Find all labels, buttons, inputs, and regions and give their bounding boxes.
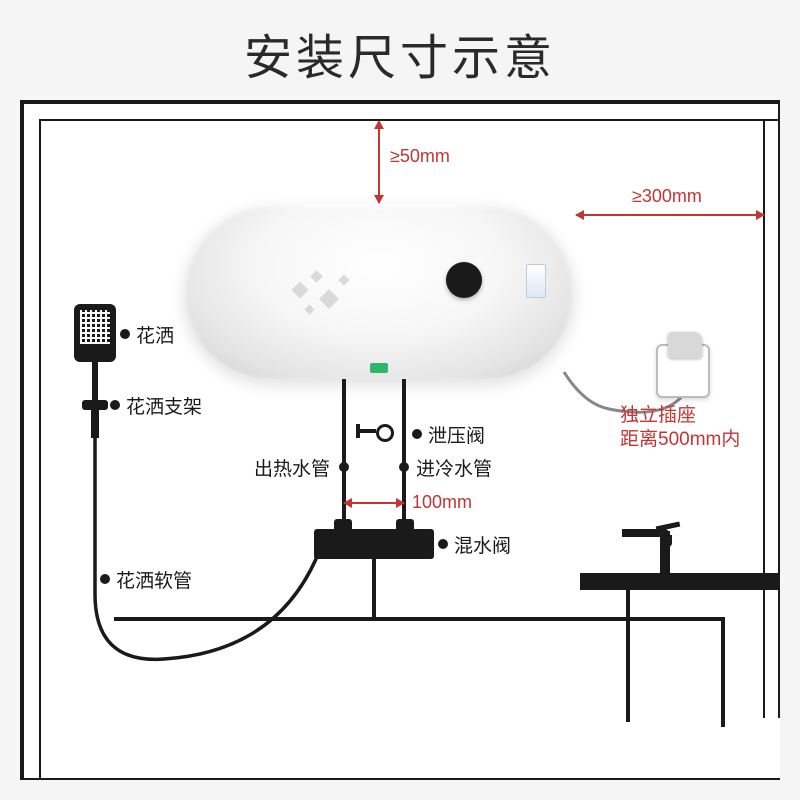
shower-head-icon: [74, 304, 116, 362]
dim-arrow-pipe-spacing: [344, 502, 404, 504]
page-title: 安装尺寸示意: [0, 0, 800, 88]
shower-stem: [92, 362, 98, 400]
dim-label-top-clearance: ≥50mm: [390, 146, 450, 167]
room-frame: ≥50mm ≥300mm 100mm: [20, 100, 780, 780]
water-heater: [184, 204, 574, 379]
relief-valve-handle-icon: [358, 429, 376, 433]
wall-inner-top: [39, 119, 780, 121]
dot-cold-pipe: [399, 462, 409, 472]
dot-relief-valve: [412, 429, 422, 439]
label-shower-hose: 花洒软管: [116, 566, 192, 593]
label-hot-pipe: 出热水管: [254, 454, 330, 481]
label-cold-pipe: 进冷水管: [416, 454, 492, 481]
dim-arrow-right: [576, 214, 764, 216]
shower-bracket-icon: [82, 400, 108, 410]
dot-shower-head: [120, 329, 130, 339]
heater-dial-icon: [446, 262, 482, 298]
energy-label-icon: [526, 264, 546, 298]
relief-valve-icon: [376, 424, 394, 442]
label-relief-valve: 泄压阀: [428, 421, 485, 448]
label-mix-valve: 混水阀: [454, 531, 511, 558]
dot-shower-hose: [100, 574, 110, 584]
dim-arrow-top: [378, 121, 380, 203]
mix-valve-icon: [314, 529, 434, 559]
label-shower-head: 花洒: [136, 321, 174, 348]
dot-shower-bracket: [110, 400, 120, 410]
label-shower-bracket: 花洒支架: [126, 392, 202, 419]
label-socket-line1: 独立插座: [620, 400, 696, 427]
heater-indicator-icon: [370, 363, 388, 373]
dot-mix-valve: [438, 539, 448, 549]
heater-pattern-icon: [294, 264, 364, 324]
dim-label-pipe-spacing: 100mm: [412, 492, 472, 513]
mix-valve-down-pipe: [372, 559, 376, 619]
sink-counter: [580, 573, 780, 723]
dot-hot-pipe: [339, 462, 349, 472]
wall-inner-left: [39, 119, 41, 778]
dim-label-right-clearance: ≥300mm: [632, 186, 702, 207]
label-socket-line2: 距离500mm内: [620, 424, 740, 451]
plug-icon: [668, 332, 702, 358]
